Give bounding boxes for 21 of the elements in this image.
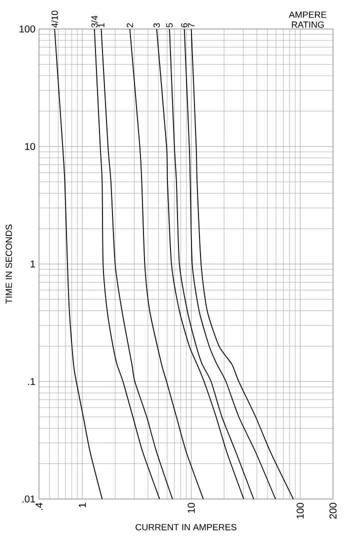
text: 5 bbox=[166, 23, 173, 28]
text: 3/4 bbox=[91, 16, 98, 28]
x-tick-label: 100 bbox=[296, 502, 304, 518]
text: 2 bbox=[126, 23, 133, 28]
y-tick-label: .1 bbox=[28, 378, 36, 385]
text: 4/10 bbox=[51, 10, 58, 28]
x-tick-label: 1 bbox=[78, 503, 86, 508]
y-tick-label: 10 bbox=[25, 142, 36, 150]
y-tick-label: 1 bbox=[30, 260, 35, 268]
text: 3 bbox=[153, 23, 160, 28]
text: 7 bbox=[188, 23, 194, 28]
text: 6 bbox=[181, 23, 188, 28]
text: 1 bbox=[98, 23, 104, 28]
y-axis-title: TIME IN SECONDS bbox=[6, 224, 12, 304]
x-tick-label: .4 bbox=[36, 502, 42, 510]
text: AMPERE RATING bbox=[288, 12, 326, 28]
x-tick-label: 200 bbox=[329, 502, 337, 519]
y-tick-label: .01 bbox=[22, 495, 35, 503]
x-tick-label: 10 bbox=[188, 502, 195, 513]
y-tick-label: 100 bbox=[20, 25, 36, 33]
x-axis-title: CURRENT IN AMPERES bbox=[136, 524, 236, 530]
